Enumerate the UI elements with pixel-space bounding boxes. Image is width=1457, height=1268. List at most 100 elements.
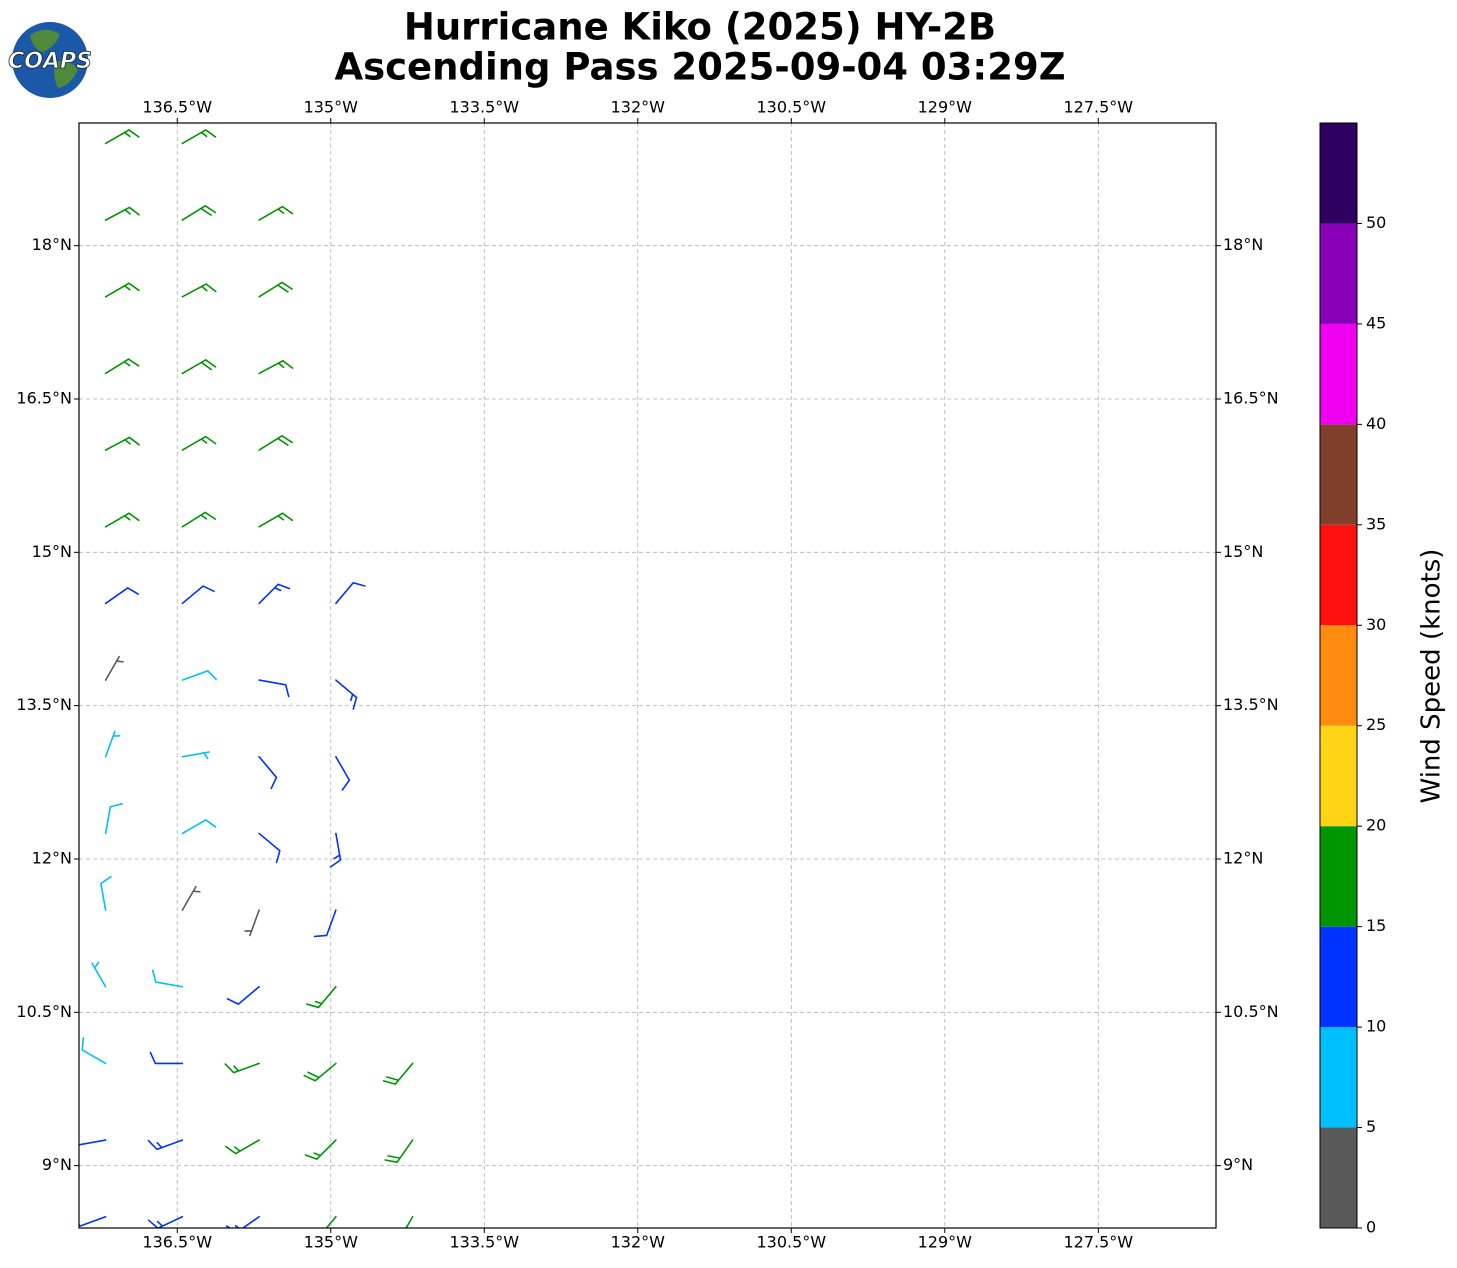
wind-barb bbox=[181, 585, 215, 605]
wind-barb bbox=[225, 1215, 260, 1228]
wind-barb bbox=[304, 1139, 337, 1160]
wind-barb bbox=[104, 730, 121, 758]
x-tick-label: 130.5°W bbox=[756, 98, 826, 117]
wind-barb bbox=[224, 1062, 260, 1074]
wind-barb bbox=[151, 969, 184, 988]
wind-barb bbox=[104, 206, 140, 221]
wind-barb bbox=[181, 819, 217, 835]
colorbar-tick-label: 10 bbox=[1366, 1017, 1386, 1036]
y-tick-label: 15°N bbox=[1223, 542, 1263, 561]
wind-barb bbox=[104, 436, 140, 451]
wind-barb bbox=[335, 679, 358, 710]
wind-barb bbox=[147, 1215, 184, 1228]
wind-barb bbox=[258, 512, 294, 528]
wind-barb bbox=[225, 1139, 260, 1155]
x-tick-label: 132°W bbox=[611, 1233, 666, 1252]
x-tick-label: 135°W bbox=[304, 1233, 359, 1252]
colorbar-bin bbox=[1320, 625, 1357, 726]
wind-barb bbox=[303, 1062, 337, 1082]
colorbar-tick-label: 50 bbox=[1366, 213, 1386, 232]
wind-barb bbox=[335, 581, 366, 605]
wind-barb bbox=[100, 875, 112, 911]
wind-barb bbox=[306, 985, 337, 1009]
wind-barb bbox=[313, 909, 337, 938]
wind-barb bbox=[104, 282, 140, 298]
colorbar-bin bbox=[1320, 323, 1357, 425]
chart-title: Hurricane Kiko (2025) HY-2B bbox=[404, 6, 996, 49]
wind-barb bbox=[325, 1215, 337, 1228]
y-tick-label: 10.5°N bbox=[16, 1002, 72, 1021]
y-tick-label: 18°N bbox=[1223, 235, 1263, 254]
x-tick-label: 130.5°W bbox=[756, 1233, 826, 1252]
wind-barb bbox=[181, 205, 217, 221]
plot-frame bbox=[78, 122, 1217, 1229]
wind-barb bbox=[104, 587, 139, 605]
wind-barb bbox=[258, 583, 291, 605]
colorbar-bin bbox=[1320, 826, 1357, 927]
colorbar-tick-label: 45 bbox=[1366, 313, 1386, 332]
y-tick-label: 9°N bbox=[1223, 1155, 1253, 1174]
colorbar-tick-label: 40 bbox=[1366, 414, 1386, 433]
wind-barb bbox=[181, 751, 210, 760]
x-tick-label: 129°W bbox=[918, 1233, 973, 1252]
wind-barb bbox=[91, 961, 107, 988]
colorbar-tick-label: 0 bbox=[1366, 1218, 1376, 1237]
wind-barb bbox=[258, 832, 281, 864]
colorbar-bin bbox=[1320, 926, 1357, 1028]
y-tick-label: 18°N bbox=[32, 235, 72, 254]
colorbar-tick-label: 15 bbox=[1366, 916, 1386, 935]
x-tick-label: 132°W bbox=[611, 98, 666, 117]
wind-barb bbox=[104, 655, 124, 681]
colorbar-bin bbox=[1320, 1127, 1357, 1228]
colorbar-frame bbox=[1319, 122, 1358, 1229]
wind-barb bbox=[181, 670, 217, 681]
wind-barb bbox=[244, 909, 260, 937]
logo: COAPS bbox=[8, 22, 92, 98]
y-tick-label: 16.5°N bbox=[16, 388, 72, 407]
wind-barb bbox=[405, 1215, 414, 1228]
colorbar-bin bbox=[1320, 223, 1357, 324]
wind-barb bbox=[335, 755, 351, 791]
chart-title: Ascending Pass 2025-09-04 03:29Z bbox=[334, 46, 1065, 89]
wind-barb bbox=[258, 359, 294, 375]
colorbar-bin bbox=[1320, 1027, 1357, 1128]
x-tick-label: 133.5°W bbox=[449, 98, 519, 117]
colorbar-bin bbox=[1320, 424, 1357, 525]
x-tick-label: 135°W bbox=[304, 98, 359, 117]
wind-barb bbox=[258, 679, 290, 698]
colorbar-bin bbox=[1320, 725, 1357, 827]
wind-barb bbox=[81, 1037, 107, 1065]
x-tick-label: 133.5°W bbox=[449, 1233, 519, 1252]
y-tick-label: 16.5°N bbox=[1223, 388, 1279, 407]
x-tick-label: 129°W bbox=[918, 98, 973, 117]
wind-barb bbox=[181, 511, 217, 528]
colorbar-tick-label: 35 bbox=[1366, 514, 1386, 533]
logo-land bbox=[30, 29, 78, 88]
wind-barb bbox=[329, 832, 342, 868]
wind-barb bbox=[104, 803, 123, 835]
wind-barb bbox=[181, 129, 217, 145]
y-tick-label: 12°N bbox=[32, 848, 72, 867]
wind-barb bbox=[258, 281, 293, 298]
wind-barb bbox=[258, 434, 293, 451]
wind-barb bbox=[181, 283, 217, 298]
wind-barb bbox=[382, 1062, 414, 1085]
colorbar-tick-label: 25 bbox=[1366, 715, 1386, 734]
x-tick-label: 136.5°W bbox=[142, 1233, 212, 1252]
y-tick-label: 15°N bbox=[32, 542, 72, 561]
colorbar-tick-label: 30 bbox=[1366, 615, 1386, 634]
wind-barb bbox=[181, 885, 201, 911]
x-tick-label: 136.5°W bbox=[142, 98, 212, 117]
y-tick-label: 13.5°N bbox=[16, 695, 72, 714]
wind-barb bbox=[384, 1139, 414, 1164]
colorbar-bin bbox=[1320, 524, 1357, 626]
logo-text: COAPS bbox=[8, 49, 92, 74]
y-tick-label: 10.5°N bbox=[1223, 1002, 1279, 1021]
y-tick-label: 13.5°N bbox=[1223, 695, 1279, 714]
colorbar-label: Wind Speed (knots) bbox=[1417, 549, 1447, 804]
wind-barb bbox=[181, 359, 217, 375]
barb-layer bbox=[79, 129, 414, 1228]
colorbar-bin bbox=[1320, 123, 1357, 224]
